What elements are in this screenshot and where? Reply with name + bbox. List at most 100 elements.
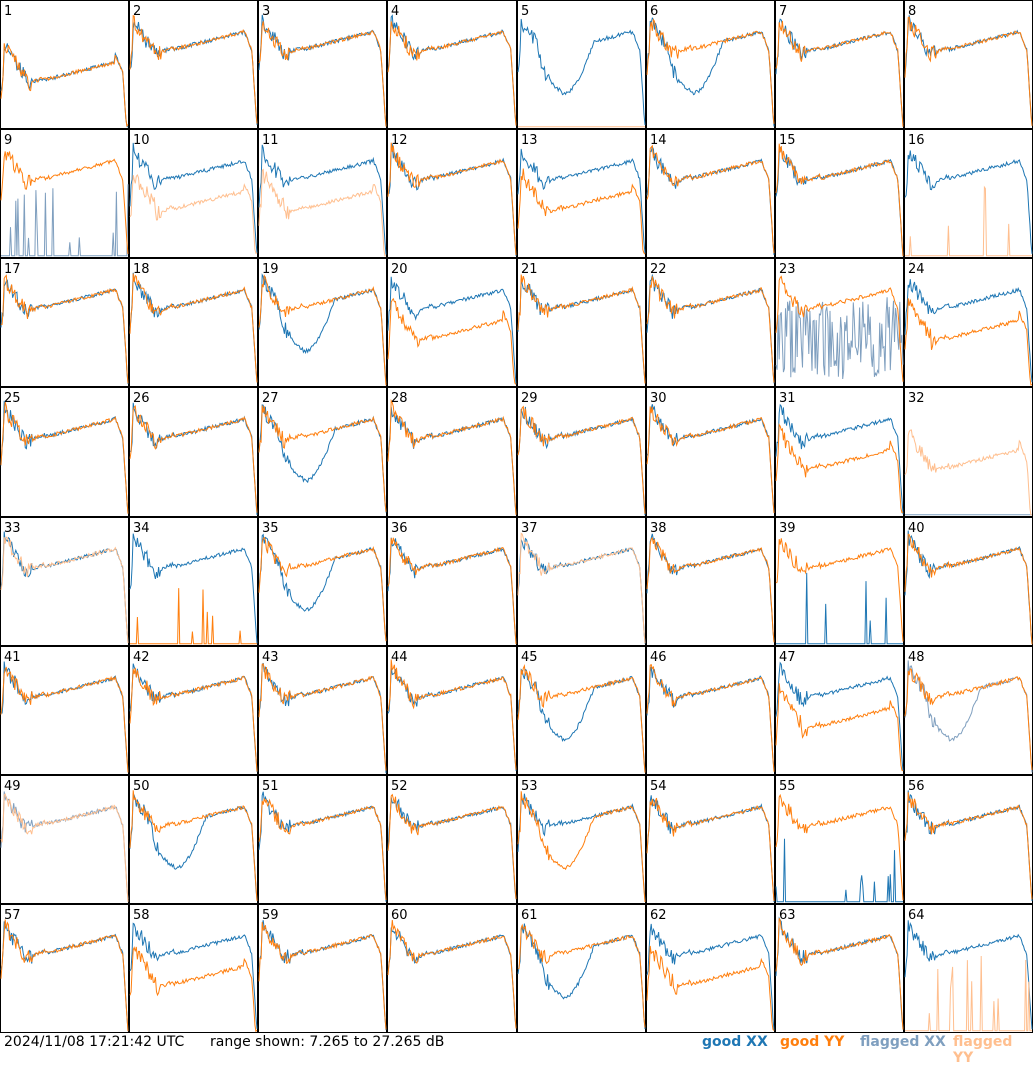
- tile-frame: [129, 258, 258, 387]
- tile-number: 21: [521, 262, 538, 277]
- tile-number: 45: [521, 650, 538, 665]
- yy-trace: [129, 946, 258, 1033]
- yy-trace: [775, 275, 904, 382]
- tile-frame: [517, 517, 646, 646]
- tile-14: 14: [646, 129, 775, 258]
- tile-44: 44: [387, 646, 517, 775]
- tile-number: 39: [779, 521, 796, 536]
- yy-trace: [904, 792, 1033, 900]
- xx-trace: [904, 530, 1033, 644]
- yy-trace: [517, 274, 646, 384]
- tile-number: 44: [391, 650, 408, 665]
- tile-frame: [646, 258, 775, 387]
- tile-47: 47: [775, 646, 904, 775]
- tile-15: 15: [775, 129, 904, 258]
- xx-trace: [387, 276, 517, 385]
- tile-48: 48: [904, 646, 1033, 775]
- tile-frame: [904, 517, 1033, 646]
- tile-number: 29: [521, 391, 538, 406]
- xx-trace: [258, 273, 387, 384]
- xx-trace: [775, 18, 904, 124]
- yy-trace: [0, 274, 129, 384]
- tile-number: 37: [521, 521, 538, 536]
- yy-trace: [0, 43, 129, 128]
- xx-trace: [129, 272, 258, 382]
- tile-frame: [517, 387, 646, 517]
- tile-25: 25: [0, 387, 129, 517]
- tile-number: 15: [779, 133, 796, 148]
- yy-trace: [258, 168, 387, 257]
- tile-33: 33: [0, 517, 129, 646]
- tile-24: 24: [904, 258, 1033, 387]
- tile-53: 53: [517, 775, 646, 904]
- xx-trace: [517, 18, 646, 126]
- tile-frame: [646, 387, 775, 517]
- tile-frame: [517, 904, 646, 1033]
- tile-number: 43: [262, 650, 279, 665]
- tile-frame: [0, 904, 129, 1033]
- yy-trace: [775, 918, 904, 1030]
- tile-number: 47: [779, 650, 796, 665]
- tile-number: 36: [391, 521, 408, 536]
- tile-frame: [775, 129, 904, 258]
- tile-number: 18: [133, 262, 150, 277]
- tile-frame: [646, 0, 775, 129]
- tile-number: 11: [262, 133, 279, 148]
- tile-64: 64: [904, 904, 1033, 1033]
- yy-trace: [905, 185, 1032, 257]
- tile-34: 34: [129, 517, 258, 646]
- tile-number: 50: [133, 779, 150, 794]
- tile-frame: [387, 258, 517, 387]
- tile-31: 31: [775, 387, 904, 517]
- tile-59: 59: [258, 904, 387, 1033]
- yy-trace: [129, 405, 258, 513]
- tile-number: 26: [133, 391, 150, 406]
- tile-frame: [517, 258, 646, 387]
- yy-trace: [775, 20, 904, 127]
- tile-frame: [775, 387, 904, 517]
- tile-frame: [775, 517, 904, 646]
- tile-2: 2: [129, 0, 258, 129]
- tile-51: 51: [258, 775, 387, 904]
- tile-frame: [258, 517, 387, 646]
- xx-trace: [517, 793, 646, 901]
- tile-frame: [0, 258, 129, 387]
- yy-trace: [258, 536, 387, 642]
- tile-number: 60: [391, 908, 408, 923]
- tile-63: 63: [775, 904, 904, 1033]
- tile-number: 27: [262, 391, 279, 406]
- tile-frame: [904, 387, 1033, 517]
- tile-frame: [129, 517, 258, 646]
- tile-10: 10: [129, 129, 258, 258]
- xx-trace: [258, 404, 387, 513]
- tile-54: 54: [646, 775, 775, 904]
- tile-number: 41: [4, 650, 21, 665]
- xx-trace: [1, 184, 129, 257]
- tile-9: 9: [0, 129, 129, 258]
- tile-number: 17: [4, 262, 21, 277]
- yy-trace: [517, 664, 646, 773]
- yy-trace: [904, 429, 1033, 516]
- yy-trace: [387, 21, 517, 126]
- xx-trace: [904, 920, 1033, 1030]
- tile-number: 40: [908, 521, 925, 536]
- tile-number: 19: [262, 262, 279, 277]
- tile-13: 13: [517, 129, 646, 258]
- tile-number: 5: [521, 4, 529, 19]
- tile-1: 1: [0, 0, 129, 129]
- tile-number: 9: [4, 133, 12, 148]
- tile-number: 62: [650, 908, 667, 923]
- tile-number: 54: [650, 779, 667, 794]
- tile-42: 42: [129, 646, 258, 775]
- xx-trace: [775, 838, 903, 903]
- tile-number: 46: [650, 650, 667, 665]
- tile-21: 21: [517, 258, 646, 387]
- tile-frame: [517, 775, 646, 904]
- yy-trace: [129, 174, 258, 255]
- tile-57: 57: [0, 904, 129, 1033]
- tile-number: 59: [262, 908, 279, 923]
- yy-trace: [258, 21, 387, 127]
- xx-trace: [129, 922, 258, 1029]
- yy-trace: [775, 143, 904, 257]
